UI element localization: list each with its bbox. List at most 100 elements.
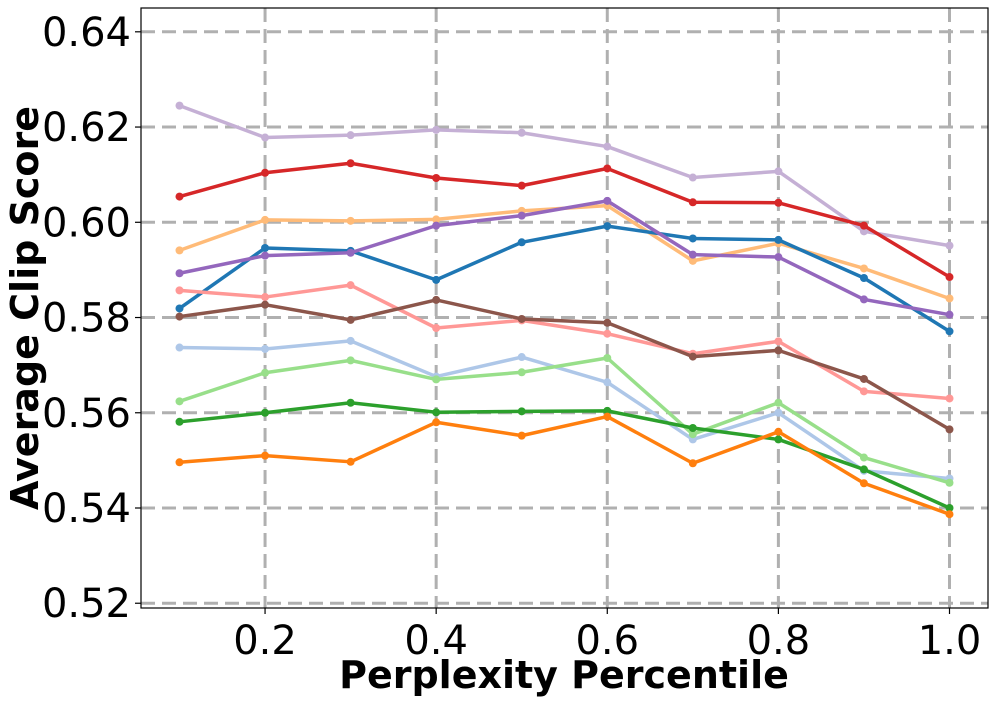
data-point [517,181,526,190]
data-point [945,327,954,336]
data-point [346,216,355,225]
data-point [432,174,441,182]
data-point [261,368,270,377]
data-point [688,198,697,207]
series-line [179,401,951,510]
data-point [175,269,184,278]
series-9 [175,354,954,487]
data-point [175,286,184,295]
y-tick-label: 0.52 [42,581,131,627]
data-point [175,101,184,110]
data-point [688,352,697,361]
series-1 [175,101,954,250]
data-point [261,293,270,302]
data-point [774,337,783,346]
data-point [688,234,697,243]
series-10 [175,398,954,512]
series-line [178,103,950,248]
data-point [774,167,783,176]
data-point [432,125,441,134]
data-point [859,374,868,383]
data-point [175,343,184,352]
data-point [859,453,868,462]
series-line [179,414,951,516]
data-point [774,398,783,407]
series-group [175,101,954,519]
data-point [774,235,783,244]
data-point [432,275,441,284]
data-point [517,353,526,362]
data-point [175,458,184,467]
data-point [603,329,612,338]
data-point [603,196,612,205]
data-point [859,295,868,304]
data-point [517,128,526,137]
data-point [175,417,184,426]
data-point [346,398,355,407]
data-point [603,378,612,387]
data-point [859,264,868,273]
data-point [261,408,270,417]
series-4 [175,222,954,336]
data-point [261,251,270,260]
x-tick-label: 0.4 [404,618,468,664]
series-5 [175,196,954,319]
data-point [603,164,612,173]
x-tick-label: 1.0 [918,618,982,664]
data-point [945,241,954,250]
x-tick-label: 0.8 [747,618,811,664]
data-point [432,418,441,427]
y-tick-label: 0.62 [42,105,131,151]
series-line [179,161,951,279]
data-point [432,221,441,230]
series-7 [175,295,954,434]
data-point [859,465,868,474]
data-point [945,294,954,303]
data-point [432,408,441,417]
data-point [688,424,697,432]
data-point [346,315,355,324]
data-point [603,412,612,421]
series-line [179,298,951,431]
plot-frame [140,7,989,609]
data-point [859,274,868,282]
data-point [774,427,783,436]
data-point [603,406,612,415]
data-point [346,457,355,466]
series-line [179,283,950,401]
data-point [261,244,270,252]
data-point [346,281,355,290]
data-point [175,192,184,201]
data-point [859,387,868,396]
data-point [603,354,612,362]
data-point [517,431,526,440]
data-point [261,300,270,309]
data-point [774,408,783,417]
series-line [179,339,950,481]
data-point [175,304,184,313]
series-11 [175,412,954,519]
grid [141,8,988,608]
series-line [178,356,950,485]
data-point [261,344,270,353]
data-point [774,198,783,207]
data-point [346,159,355,168]
data-point [432,215,441,224]
y-tick-label: 0.58 [42,296,131,342]
data-point [945,510,954,519]
data-point [603,318,612,327]
data-point [688,430,697,439]
data-point [346,356,355,365]
data-point [261,215,270,224]
data-point [432,295,441,304]
x-axis-label: Perplexity Percentile [339,653,789,697]
data-point [688,459,697,468]
data-point [432,324,441,332]
data-point [346,131,355,140]
data-point [603,142,612,151]
y-tick-labels: 0.52 0.54 0.56 0.58 0.60 0.62 0.64 [42,10,141,627]
data-point [945,394,954,403]
y-tick-label: 0.54 [42,486,131,532]
data-point [346,336,355,345]
data-point [346,248,355,257]
